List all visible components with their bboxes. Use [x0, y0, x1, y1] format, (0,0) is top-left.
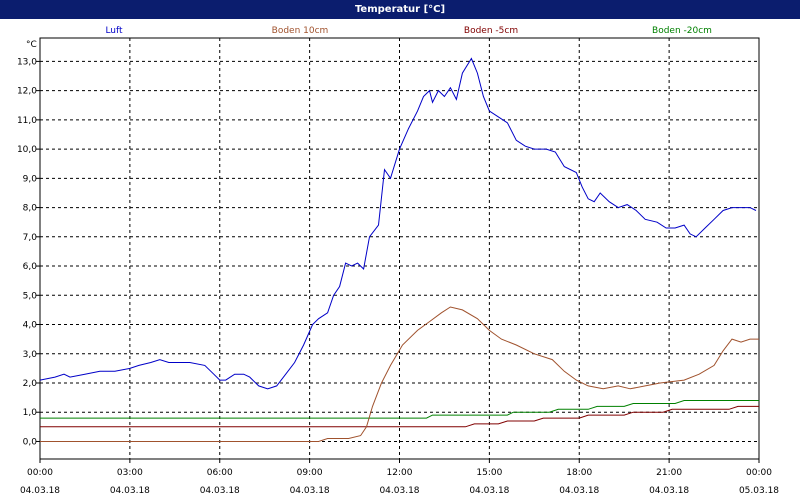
x-tick-date-label: 04.03.18: [290, 486, 330, 496]
legend-item-3: Boden -20cm: [652, 26, 712, 36]
y-axis-unit-label: °C: [26, 40, 37, 50]
series-line-luft: [39, 57, 757, 390]
y-tick-label: 7,0: [23, 233, 38, 243]
chart-title-bar: Temperatur [°C]: [0, 0, 800, 19]
y-tick-label: 2,0: [23, 379, 38, 389]
y-axis-ticks: 0,0 1,0 2,0 3,0 4,0 5,0 6,0 7,0 8,0 9,0 10,0 11,0 12…: [17, 57, 40, 447]
y-tick-label: 8,0: [23, 204, 38, 214]
x-tick-date-label: 04.03.18: [469, 486, 509, 496]
y-tick-label: 11,0: [17, 116, 37, 126]
x-tick-time-label: 00:00: [746, 468, 772, 478]
x-tick-time-label: 18:00: [566, 468, 592, 478]
y-tick-label: 3,0: [23, 350, 38, 360]
legend: Luft Boden 10cm Boden -5cm Boden -20cm: [105, 26, 712, 36]
grid: [40, 38, 759, 459]
chart-title: Temperatur [°C]: [354, 4, 446, 15]
x-tick-date-label: 04.03.18: [379, 486, 419, 496]
x-tick-time-label: 15:00: [476, 468, 502, 478]
y-tick-label: 10,0: [17, 145, 37, 155]
y-tick-label: 1,0: [23, 408, 38, 418]
x-tick-date-label: 04.03.18: [559, 486, 599, 496]
y-tick-label: 9,0: [23, 174, 38, 184]
legend-item-1: Boden 10cm: [272, 26, 329, 36]
x-tick-date-label: 04.03.18: [649, 486, 689, 496]
legend-item-2: Boden -5cm: [464, 26, 518, 36]
x-tick-date-label: 04.03.18: [110, 486, 150, 496]
temperature-chart: Luft Boden 10cm Boden -5cm Boden -20cm °C 0…: [17, 26, 779, 496]
x-tick-time-label: 06:00: [207, 468, 233, 478]
series-line-boden-20cm: [40, 400, 759, 419]
y-tick-label: 4,0: [23, 321, 38, 331]
y-tick-label: 5,0: [23, 291, 38, 301]
series-line-boden-5cm: [40, 405, 759, 428]
y-tick-label: 12,0: [17, 87, 37, 97]
legend-item-0: Luft: [105, 26, 123, 36]
x-tick-time-label: 12:00: [387, 468, 413, 478]
y-tick-label: 6,0: [23, 262, 38, 272]
x-tick-time-label: 00:00: [27, 468, 53, 478]
x-tick-date-label: 04.03.18: [20, 486, 60, 496]
y-tick-label: 13,0: [17, 57, 37, 67]
x-tick-date-label: 05.03.18: [739, 486, 779, 496]
y-tick-label: 0,0: [23, 437, 38, 447]
series-line-boden-10cm: [40, 306, 759, 442]
x-tick-time-label: 09:00: [297, 468, 323, 478]
x-axis-ticks: 00:00 04.03.18 03:00 04.03.18 06:00 04.03.18 0…: [20, 459, 779, 496]
series-lines: [39, 57, 759, 442]
x-tick-time-label: 21:00: [656, 468, 682, 478]
x-tick-time-label: 03:00: [117, 468, 143, 478]
x-tick-date-label: 04.03.18: [200, 486, 240, 496]
